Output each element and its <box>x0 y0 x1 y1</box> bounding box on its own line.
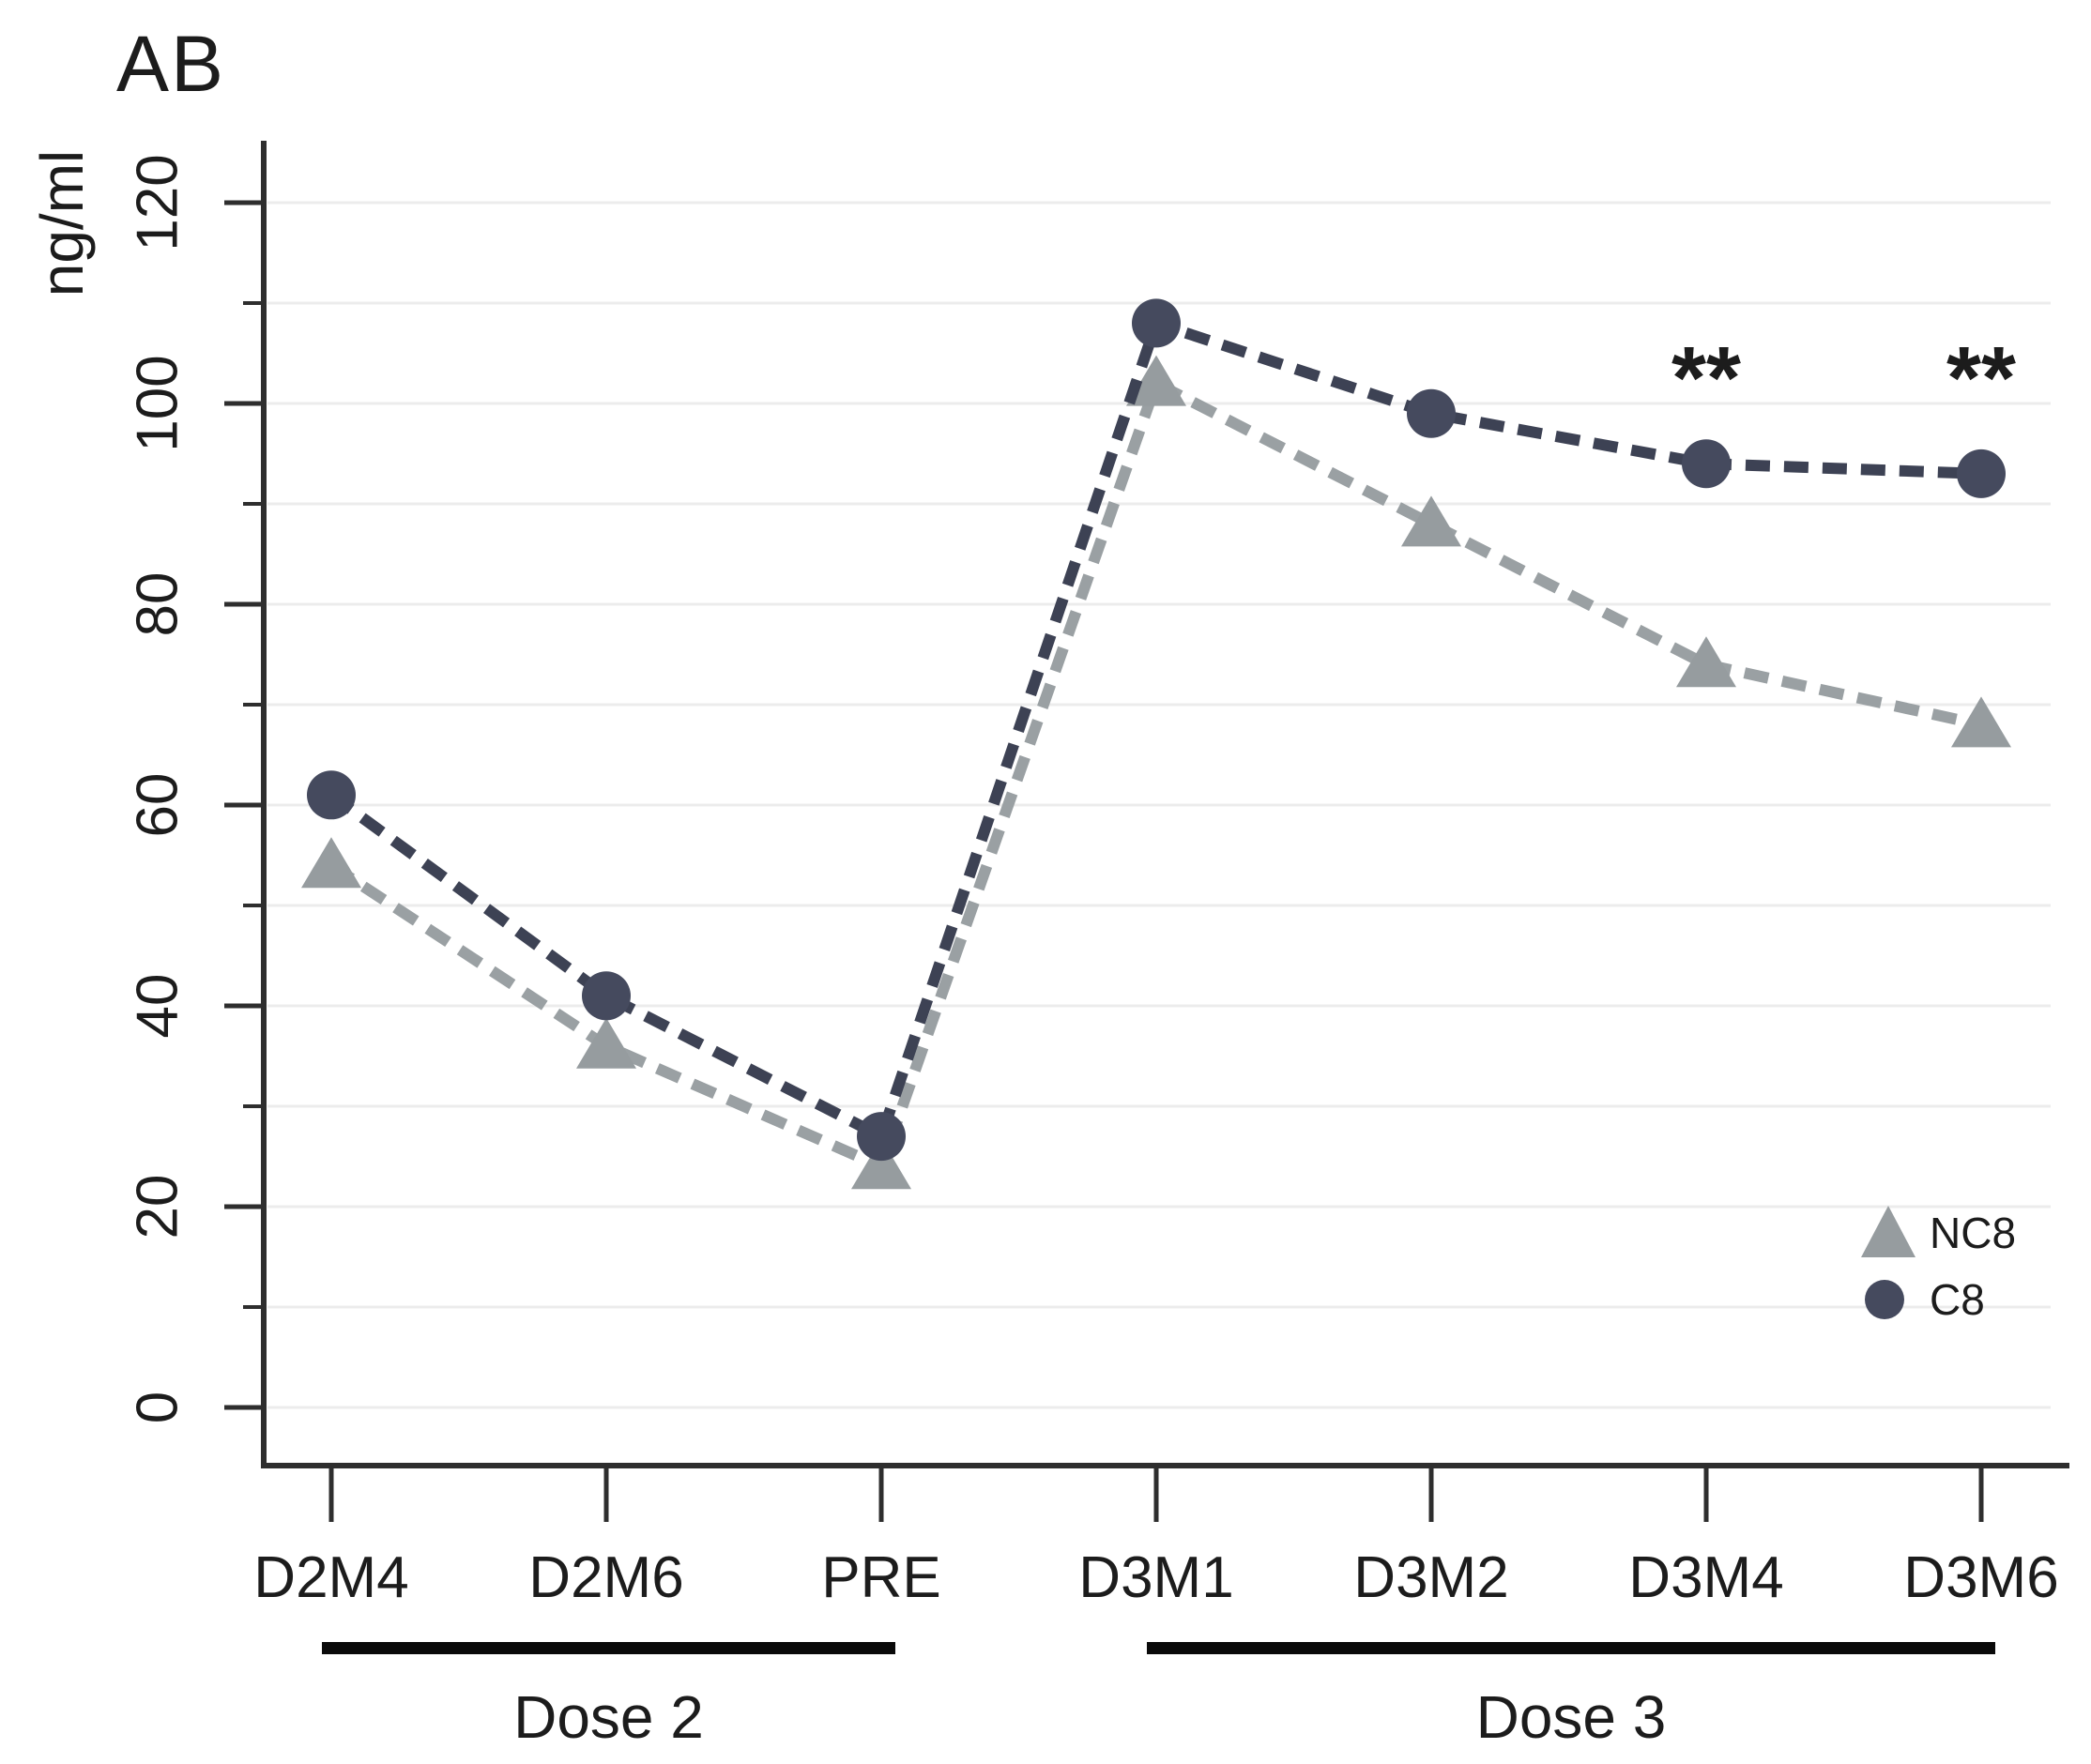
x-tick-label-d3m4: D3M4 <box>1628 1545 1783 1610</box>
c8-point-d2m4 <box>307 770 356 820</box>
y-tick-label-100: 100 <box>126 355 191 451</box>
dose-bar-label-1: Dose 2 <box>513 1683 704 1751</box>
chart-title: AB <box>116 20 226 108</box>
dose-bar-2 <box>1147 1642 1995 1654</box>
c8-line <box>328 315 1982 1145</box>
y-tick-label-40: 40 <box>126 974 191 1039</box>
nc8-point-d2m4 <box>301 837 361 889</box>
c8-point-d3m4 <box>1682 439 1731 489</box>
nc8-point-d3m4 <box>1676 636 1736 688</box>
nc8-point-d3m6 <box>1951 696 2011 748</box>
y-tick-label-120: 120 <box>126 154 191 251</box>
y-tick-label-80: 80 <box>126 572 191 637</box>
x-tick-label-d3m2: D3M2 <box>1353 1545 1508 1610</box>
c8-point-d2m6 <box>582 971 631 1021</box>
nc8-line <box>328 375 1983 1175</box>
x-tick-label-d2m6: D2M6 <box>528 1545 683 1610</box>
dose-bar-1 <box>322 1642 895 1654</box>
x-tick-label-d3m6: D3M6 <box>1903 1545 2058 1610</box>
nc8-point-d2m6 <box>576 1017 636 1069</box>
c8-point-d3m2 <box>1407 388 1456 438</box>
legend-c8-marker <box>1865 1280 1904 1319</box>
legend-nc8-marker <box>1861 1206 1915 1257</box>
x-tick-label-pre: PRE <box>821 1545 940 1610</box>
legend-nc8-label: NC8 <box>1930 1209 2016 1257</box>
legend-c8-label: C8 <box>1930 1275 1985 1324</box>
nc8-point-d3m2 <box>1401 495 1461 547</box>
significance-asterisks-d3m4: ** <box>1671 328 1741 428</box>
x-tick-label-d3m1: D3M1 <box>1078 1545 1233 1610</box>
c8-point-pre <box>857 1112 906 1162</box>
y-tick-label-20: 20 <box>126 1175 191 1239</box>
nc8-point-pre <box>851 1138 911 1190</box>
y-tick-label-0: 0 <box>126 1391 191 1423</box>
nc8-point-d3m1 <box>1126 355 1186 406</box>
c8-point-d3m6 <box>1957 449 2006 498</box>
x-tick-label-d2m4: D2M4 <box>253 1545 408 1610</box>
dose-bar-label-2: Dose 3 <box>1476 1683 1667 1751</box>
significance-asterisks-d3m6: ** <box>1946 328 2016 428</box>
c8-point-d3m1 <box>1132 298 1181 348</box>
y-tick-label-60: 60 <box>126 773 191 838</box>
